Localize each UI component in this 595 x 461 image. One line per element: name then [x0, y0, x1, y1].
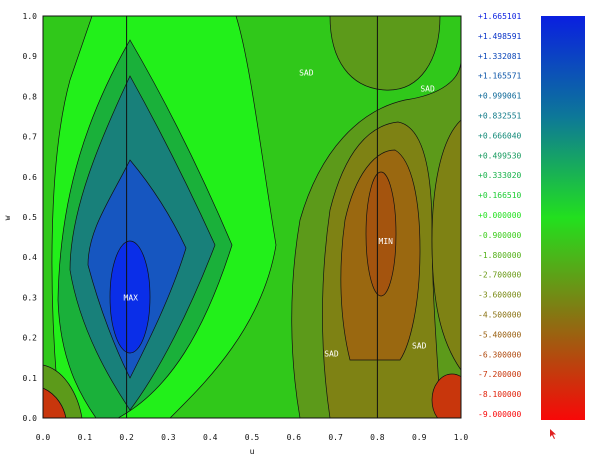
legend-level-label: -3.600000 [478, 291, 522, 300]
olive-corner-bl [43, 364, 83, 418]
x-tick-label: 0.0 [36, 433, 51, 442]
legend-level-label: -5.400000 [478, 330, 522, 339]
x-tick-label: 0.7 [328, 433, 343, 442]
y-axis-label: w [3, 215, 12, 220]
annotation-sad: SAD [420, 84, 435, 93]
y-tick-label: 0.5 [23, 213, 38, 222]
legend-level-label: +1.332081 [478, 52, 522, 61]
legend-level-label: +0.000000 [478, 211, 522, 220]
legend-level-label: -0.900000 [478, 231, 522, 240]
mouse-pointer-icon [550, 429, 556, 439]
annotation-max: MAX [124, 293, 139, 302]
legend-level-label: +0.499530 [478, 151, 522, 160]
annotation-sad: SAD [324, 350, 339, 359]
y-tick-label: 0.4 [23, 253, 38, 262]
y-tick-label: 0.6 [23, 173, 38, 182]
annotation-min: MIN [379, 237, 394, 246]
y-tick-label: 0.9 [23, 52, 38, 61]
y-tick-label: 0.0 [23, 414, 38, 423]
legend-level-label: -6.300000 [478, 350, 522, 359]
x-tick-label: 1.0 [454, 433, 469, 442]
legend-level-label: -7.200000 [478, 370, 522, 379]
contour-field [43, 16, 461, 418]
x-tick-label: 0.2 [119, 433, 134, 442]
x-tick-label: 0.8 [370, 433, 385, 442]
x-axis-label: u [250, 447, 255, 456]
y-axis-ticks: 0.0 0.1 0.2 0.3 0.4 0.5 0.6 0.7 0.8 0.9 1.0 [23, 12, 38, 423]
legend-level-label: +1.498591 [478, 32, 522, 41]
legend-level-label: -9.000000 [478, 410, 522, 419]
legend-level-label: -1.800000 [478, 251, 522, 260]
legend-level-label: +0.666040 [478, 131, 522, 140]
y-tick-label: 0.1 [23, 374, 38, 383]
y-tick-label: 0.2 [23, 334, 38, 343]
vertical-reference-lines [126, 16, 378, 418]
annotation-sad: SAD [412, 342, 427, 351]
x-tick-label: 0.3 [161, 433, 176, 442]
x-tick-label: 0.5 [245, 433, 260, 442]
legend-level-label: +0.999061 [478, 92, 522, 101]
min-core-region [365, 171, 397, 297]
legend-level-label: +0.333020 [478, 171, 522, 180]
contour-annotations: MAX MIN SAD SAD SAD SAD [124, 68, 435, 358]
x-tick-label: 0.4 [203, 433, 218, 442]
legend-level-label: +1.665101 [478, 12, 522, 21]
y-tick-label: 0.8 [23, 92, 38, 101]
y-tick-label: 0.3 [23, 293, 38, 302]
legend-level-label: -2.700000 [478, 271, 522, 280]
legend-level-label: -4.500000 [478, 311, 522, 320]
annotation-sad: SAD [299, 68, 314, 77]
x-axis-ticks: 0.0 0.1 0.2 0.3 0.4 0.5 0.6 0.7 0.8 0.9 1.0 [36, 433, 469, 442]
legend-level-label: +0.166510 [478, 191, 522, 200]
y-tick-label: 0.7 [23, 133, 38, 142]
legend-labels: +1.665101 +1.498591 +1.332081 +1.165571 +0.9… [478, 12, 522, 419]
plot-frame [42, 15, 462, 419]
y-tick-label: 1.0 [23, 12, 38, 21]
legend-level-label: -8.100000 [478, 390, 522, 399]
legend-level-label: +1.165571 [478, 72, 522, 81]
max-core-region [109, 240, 151, 354]
legend-level-label: +0.832551 [478, 112, 522, 121]
x-tick-label: 0.1 [78, 433, 93, 442]
red-corner-br [431, 373, 461, 418]
right-olive-region [431, 119, 461, 371]
x-tick-label: 0.6 [287, 433, 302, 442]
x-tick-label: 0.9 [412, 433, 427, 442]
colorbar [541, 16, 585, 420]
olive-top-region [329, 16, 441, 91]
